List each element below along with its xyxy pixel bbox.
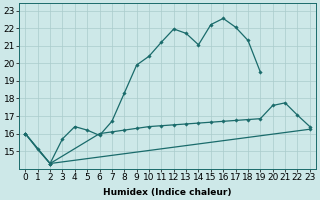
- X-axis label: Humidex (Indice chaleur): Humidex (Indice chaleur): [103, 188, 232, 197]
